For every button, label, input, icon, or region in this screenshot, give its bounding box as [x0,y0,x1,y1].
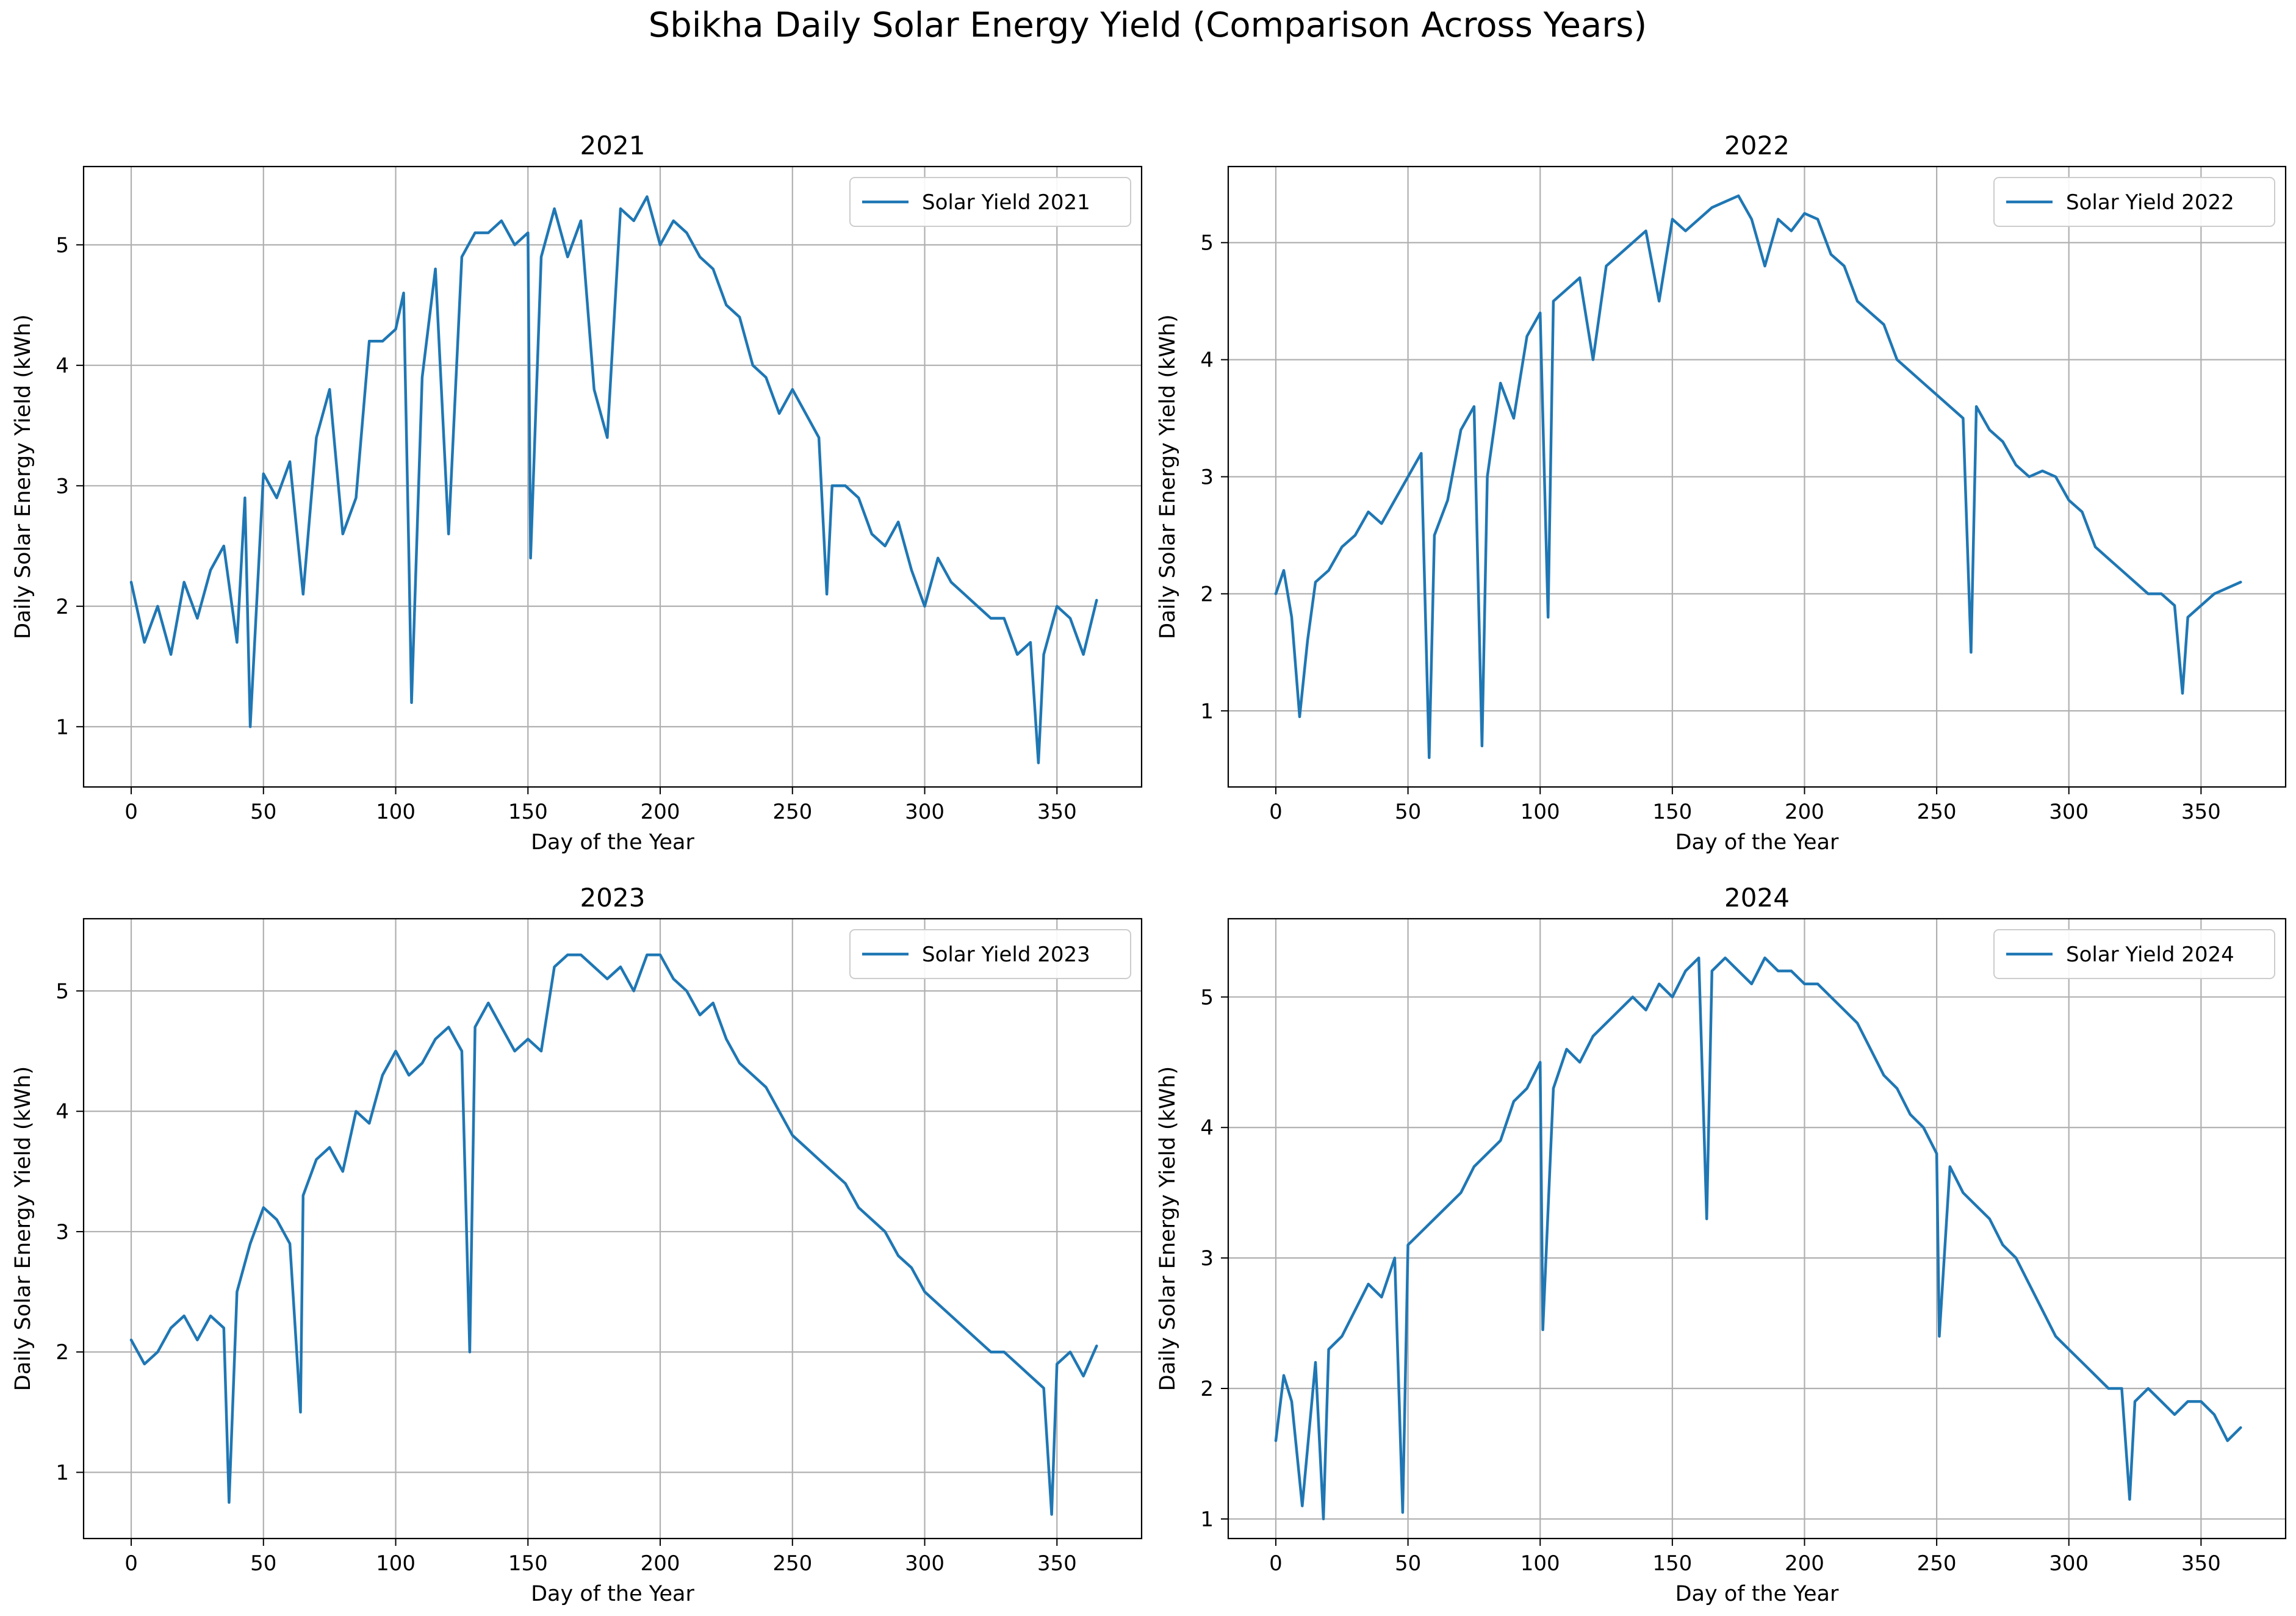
series-line [1274,956,2242,1521]
y-axis-label: Daily Solar Energy Yield (kWh) [1156,1066,1180,1392]
x-tick-label: 50 [250,1551,276,1576]
legend-label: Solar Yield 2024 [2066,943,2234,967]
y-tick-label: 5 [1200,985,1214,1010]
x-axis-label: Day of the Year [1675,830,1839,855]
subplot-2024: 0 50 100 150 200 250 300 350 1 2 3 4 5 2024 Day of the… [1156,883,2287,1606]
subplot-title: 2022 [1724,131,1790,160]
x-tick-label: 350 [1037,800,1077,824]
y-tick-label: 4 [56,354,69,378]
subplot-2021: 0 50 100 150 200 250 300 350 1 2 3 4 5 2021 Day of the… [11,131,1143,855]
legend: Solar Yield 2023 [849,929,1131,979]
subplot-2022: 0 50 100 150 200 250 300 350 1 2 3 4 5 2022 Day of the… [1156,131,2287,855]
y-tick-label: 3 [1200,1246,1214,1271]
legend-label: Solar Yield 2021 [922,190,1090,215]
grid-lines [84,919,1142,1539]
x-tick-label: 250 [772,800,812,824]
subplot-title: 2024 [1724,883,1790,913]
legend: Solar Yield 2022 [1993,177,2275,227]
y-tick-label: 5 [56,233,69,257]
y-tick-label: 1 [1200,699,1214,724]
y-tick-label: 1 [56,715,69,739]
x-tick-label: 100 [376,1551,416,1576]
figure-suptitle: Sbikha Daily Solar Energy Yield (Compari… [649,5,1647,45]
y-axis-label: Daily Solar Energy Yield (kWh) [1156,314,1180,639]
y-axis-label: Daily Solar Energy Yield (kWh) [11,1066,35,1392]
x-tick-label: 50 [250,800,276,824]
x-tick-label: 0 [124,800,138,824]
legend: Solar Yield 2024 [1993,929,2275,979]
x-tick-label: 0 [1269,800,1283,824]
x-tick-label: 300 [2049,1551,2089,1576]
x-axis-label: Day of the Year [531,1582,694,1606]
series-line [129,195,1098,764]
x-tick-label: 300 [905,800,945,824]
x-tick-label: 250 [1917,800,1957,824]
series-line [1274,194,2242,760]
y-tick-label: 1 [56,1460,69,1485]
y-tick-label: 2 [56,595,69,619]
subplot-title: 2023 [580,883,646,913]
x-tick-label: 200 [641,800,680,824]
legend-box [849,929,1131,979]
y-tick-label: 1 [1200,1507,1214,1532]
x-tick-label: 300 [905,1551,945,1576]
axes-frame [1227,918,2287,1540]
y-tick-label: 4 [1200,1116,1214,1140]
x-tick-label: 150 [1652,800,1692,824]
axes-frame [82,165,1143,788]
x-tick-label: 350 [2181,800,2221,824]
y-tick-label: 4 [56,1100,69,1124]
x-tick-label: 250 [1917,1551,1957,1576]
x-tick-label: 100 [376,800,416,824]
x-tick-label: 350 [1037,1551,1077,1576]
x-tick-label: 150 [508,800,548,824]
x-tick-label: 150 [1652,1551,1692,1576]
grid-lines [1228,919,2286,1539]
legend: Solar Yield 2021 [849,177,1131,227]
x-tick-label: 100 [1520,800,1560,824]
x-tick-label: 150 [508,1551,548,1576]
legend-box [1993,177,2275,227]
series-line [129,953,1098,1516]
y-tick-label: 5 [1200,231,1214,256]
subplot-title: 2021 [580,131,646,160]
x-tick-label: 200 [1785,800,1824,824]
legend-label: Solar Yield 2023 [922,943,1090,967]
x-axis-label: Day of the Year [1675,1582,1839,1606]
x-axis-label: Day of the Year [531,830,694,855]
x-tick-label: 0 [1269,1551,1283,1576]
y-tick-label: 5 [56,979,69,1004]
legend-label: Solar Yield 2022 [2066,190,2234,215]
y-tick-label: 2 [1200,1377,1214,1401]
x-tick-label: 100 [1520,1551,1560,1576]
x-tick-label: 300 [2049,800,2089,824]
y-tick-label: 2 [1200,582,1214,606]
subplot-2023: 0 50 100 150 200 250 300 350 1 2 3 4 5 2023 Day of the… [11,883,1143,1606]
y-tick-label: 3 [1200,465,1214,490]
x-tick-label: 350 [2181,1551,2221,1576]
legend-box [1993,929,2275,979]
y-tick-label: 3 [56,1220,69,1244]
x-tick-label: 50 [1395,800,1421,824]
y-axis-label: Daily Solar Energy Yield (kWh) [11,314,35,639]
x-tick-label: 200 [641,1551,680,1576]
axes-frame [82,918,1143,1540]
x-tick-label: 200 [1785,1551,1824,1576]
y-tick-label: 2 [56,1340,69,1365]
x-tick-label: 250 [772,1551,812,1576]
x-tick-label: 50 [1395,1551,1421,1576]
y-tick-label: 3 [56,474,69,498]
y-tick-label: 4 [1200,348,1214,373]
x-tick-label: 0 [124,1551,138,1576]
legend-box [849,177,1131,227]
